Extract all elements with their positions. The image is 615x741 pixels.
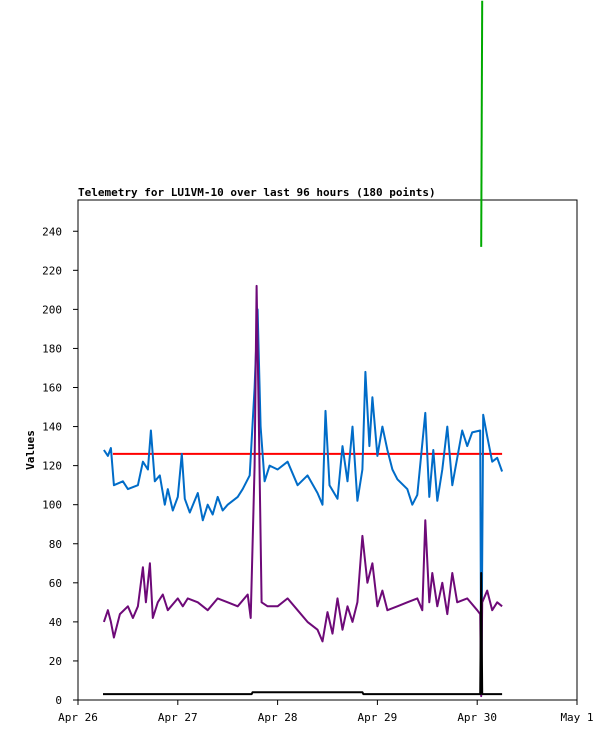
y-tick-label: 120 [42, 460, 62, 473]
y-tick-label: 200 [42, 303, 62, 316]
chart-title: Telemetry for LU1VM-10 over last 96 hour… [78, 186, 436, 199]
series-line [103, 308, 504, 692]
y-tick-label: 100 [42, 499, 62, 512]
x-tick-label: Apr 27 [158, 711, 198, 724]
y-tick-label: 0 [55, 694, 62, 707]
plot-frame [77, 199, 578, 701]
x-tick-label: Apr 26 [58, 711, 98, 724]
x-tick-label: Apr 29 [358, 711, 398, 724]
y-tick-label: 40 [49, 616, 62, 629]
y-axis-label: Values [24, 430, 37, 470]
series-line [102, 284, 503, 698]
series-line [480, 0, 484, 247]
y-tick-label: 20 [49, 655, 62, 668]
x-tick-label: Apr 30 [457, 711, 497, 724]
y-tick-label: 80 [49, 538, 62, 551]
y-tick-label: 240 [42, 225, 62, 238]
x-tick-label: May 1 [560, 711, 593, 724]
y-tick-label: 140 [42, 421, 62, 434]
y-tick-label: 220 [42, 264, 62, 277]
y-tick-label: 60 [49, 577, 62, 590]
x-tick-label: Apr 28 [258, 711, 298, 724]
y-tick-label: 160 [42, 382, 62, 395]
y-tick-label: 180 [42, 342, 62, 355]
series-line [103, 572, 503, 696]
